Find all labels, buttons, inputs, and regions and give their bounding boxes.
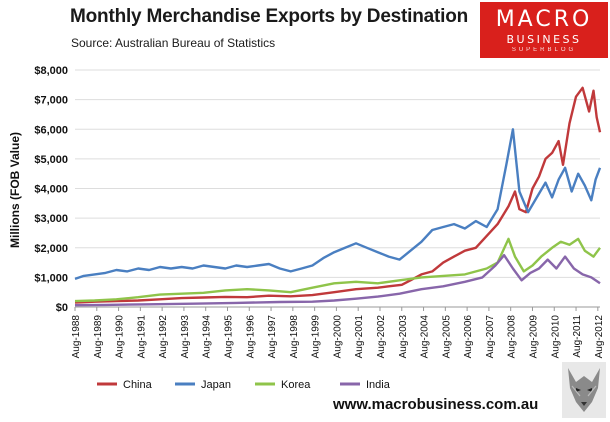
y-tick-label: $1,000 bbox=[34, 272, 68, 284]
x-tick-label: Aug-2010 bbox=[550, 315, 561, 359]
x-tick-label: Aug-2000 bbox=[332, 315, 343, 359]
y-tick-label: $3,000 bbox=[34, 213, 68, 225]
x-tick-label: Aug-1991 bbox=[136, 315, 147, 359]
x-tick-label: Aug-1994 bbox=[202, 315, 213, 359]
chart-legend: China Japan Korea India bbox=[97, 379, 391, 391]
x-tick-label: Aug-1993 bbox=[180, 315, 191, 359]
y-tick-label: $6,000 bbox=[34, 124, 68, 136]
x-tick-label: Aug-1996 bbox=[245, 315, 256, 359]
x-tick-label: Aug-2004 bbox=[420, 315, 431, 359]
y-tick-label: $7,000 bbox=[34, 95, 68, 107]
y-axis-ticks: $0 $1,000 $2,000 $3,000 $4,000 $5,000 $6,000 $7… bbox=[34, 65, 68, 314]
series-line-india bbox=[74, 254, 601, 307]
source-note: Source: Australian Bureau of Statistics bbox=[71, 36, 276, 50]
footer-url[interactable]: www.macrobusiness.com.au bbox=[333, 396, 539, 413]
y-tick-label: $4,000 bbox=[34, 184, 68, 196]
x-tick-label: Aug-1990 bbox=[115, 315, 126, 359]
x-tick-label: Aug-2005 bbox=[441, 315, 452, 359]
y-tick-label: $8,000 bbox=[34, 65, 68, 77]
y-axis-label: Millions (FOB Value) bbox=[8, 132, 22, 248]
x-tick-label: Aug-1999 bbox=[311, 315, 322, 359]
x-tick-label: Aug-2001 bbox=[354, 315, 365, 359]
y-tick-label: $2,000 bbox=[34, 243, 68, 255]
x-tick-label: Aug-1988 bbox=[71, 315, 82, 359]
x-axis-ticks: Aug-1988 Aug-1989 Aug-1990 Aug-1991 Aug-1992… bbox=[71, 307, 605, 358]
series-line-china bbox=[74, 86, 602, 304]
x-tick-label: Aug-1992 bbox=[158, 315, 169, 359]
x-tick-label: Aug-2002 bbox=[376, 315, 387, 359]
brand-logo[interactable]: MACRO BUSINESS SUPERBLOG bbox=[480, 2, 608, 58]
x-tick-label: Aug-1989 bbox=[93, 315, 104, 359]
y-tick-label: $0 bbox=[56, 302, 68, 314]
grid-lines bbox=[75, 69, 600, 308]
legend-label-korea: Korea bbox=[281, 379, 311, 391]
x-tick-label: Aug-1997 bbox=[267, 315, 278, 359]
legend-label-china: China bbox=[123, 379, 153, 391]
series-line-japan bbox=[74, 128, 602, 281]
brand-line-1: MACRO bbox=[495, 7, 593, 32]
y-tick-label: $5,000 bbox=[34, 154, 68, 166]
legend-label-japan: Japan bbox=[201, 379, 231, 391]
x-tick-label: Aug-2003 bbox=[398, 315, 409, 359]
series-line-korea bbox=[74, 237, 601, 303]
brand-line-2: BUSINESS bbox=[506, 33, 582, 46]
legend-label-india: India bbox=[366, 379, 391, 391]
page-title: Monthly Merchandise Exports by Destinati… bbox=[70, 6, 469, 27]
brand-line-3: SUPERBLOG bbox=[511, 47, 577, 53]
x-tick-label: Aug-2012 bbox=[594, 315, 605, 359]
x-tick-label: Aug-2011 bbox=[572, 315, 583, 358]
wolf-icon bbox=[562, 362, 606, 418]
x-tick-label: Aug-2008 bbox=[507, 315, 518, 359]
x-tick-label: Aug-2009 bbox=[528, 315, 539, 359]
x-tick-label: Aug-2006 bbox=[463, 315, 474, 359]
x-tick-label: Aug-1998 bbox=[289, 315, 300, 359]
chart-series bbox=[74, 86, 602, 307]
x-tick-label: Aug-2007 bbox=[485, 315, 496, 359]
x-tick-label: Aug-1995 bbox=[223, 315, 234, 359]
